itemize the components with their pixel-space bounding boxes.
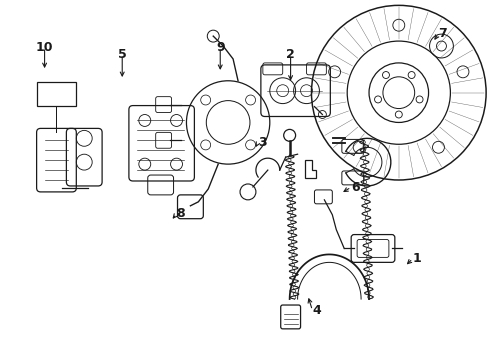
Text: 3: 3 <box>258 136 266 149</box>
Text: 7: 7 <box>438 27 447 40</box>
Text: 2: 2 <box>285 48 294 61</box>
Text: 6: 6 <box>350 181 359 194</box>
Text: 9: 9 <box>216 41 224 54</box>
Text: 10: 10 <box>36 41 53 54</box>
Text: 1: 1 <box>412 252 421 265</box>
Text: 4: 4 <box>312 304 321 317</box>
Text: 8: 8 <box>176 207 185 220</box>
Text: 5: 5 <box>118 48 126 61</box>
